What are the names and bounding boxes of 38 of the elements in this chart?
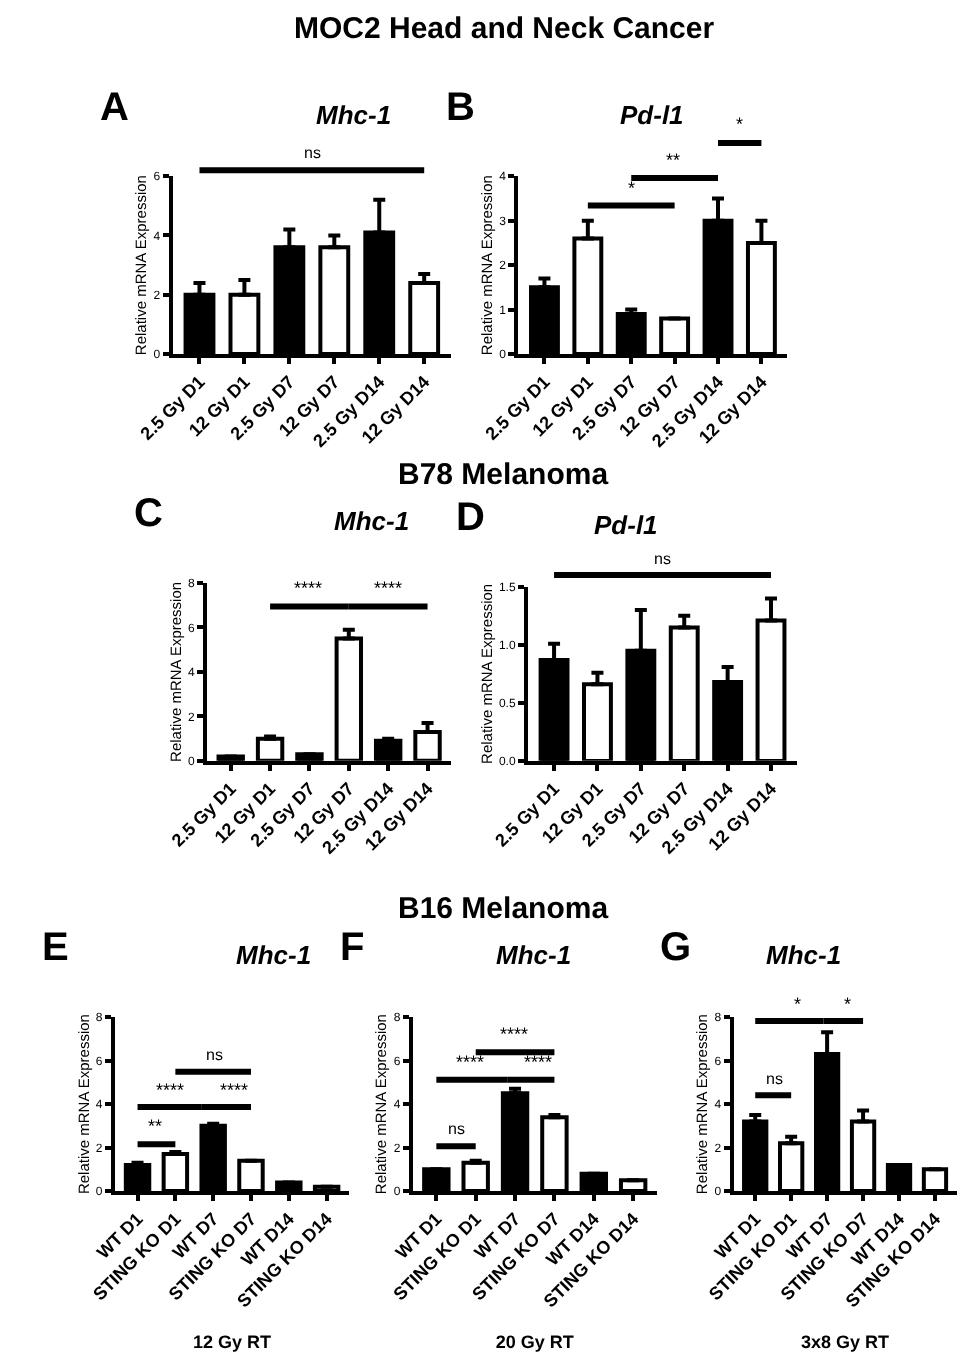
annotation: **** — [294, 578, 324, 598]
annotation: **** — [524, 1052, 554, 1072]
text: * — [844, 994, 852, 1014]
annotation: ns — [448, 1120, 465, 1138]
annotation: **** — [156, 1080, 186, 1100]
text: B — [446, 86, 475, 130]
annotation: * — [628, 178, 636, 198]
chart-title: Mhc-1 — [236, 940, 312, 970]
text: G — [660, 926, 692, 970]
text: C — [134, 492, 163, 536]
chart-subtitle: B78 Melanoma — [398, 458, 610, 492]
x-axis-title: 3x8 Gy RT — [801, 1332, 891, 1352]
text: E — [42, 926, 69, 970]
chart-title: Pd-l1 — [620, 100, 684, 130]
chart-title: Mhc-1 — [766, 940, 842, 970]
annotation: ** — [148, 1116, 163, 1136]
chart-title: Mhc-1 — [316, 100, 392, 130]
chart-subtitle: B16 Melanoma — [398, 892, 610, 926]
annotation: ns — [206, 1046, 223, 1064]
text: ns — [304, 144, 321, 162]
annotation: **** — [456, 1052, 486, 1072]
text: A — [100, 86, 129, 130]
chart-title: Pd-l1 — [594, 510, 658, 540]
text: * — [794, 994, 802, 1014]
x-axis-title: 20 Gy RT — [495, 1332, 575, 1352]
text: * — [736, 114, 744, 134]
annotation: **** — [500, 1024, 530, 1044]
annotation: **** — [374, 578, 404, 598]
chart-title: Mhc-1 — [496, 940, 572, 970]
x-axis-title: 12 Gy RT — [193, 1332, 273, 1352]
text: F — [340, 926, 365, 970]
text: ns — [654, 550, 671, 568]
chart-title: Mhc-1 — [334, 506, 410, 536]
text: MOC2 Head and Neck Cancer — [294, 12, 715, 46]
text: D — [456, 496, 485, 540]
annotation: **** — [220, 1080, 250, 1100]
annotation: ns — [766, 1070, 783, 1088]
text: ** — [666, 150, 681, 170]
